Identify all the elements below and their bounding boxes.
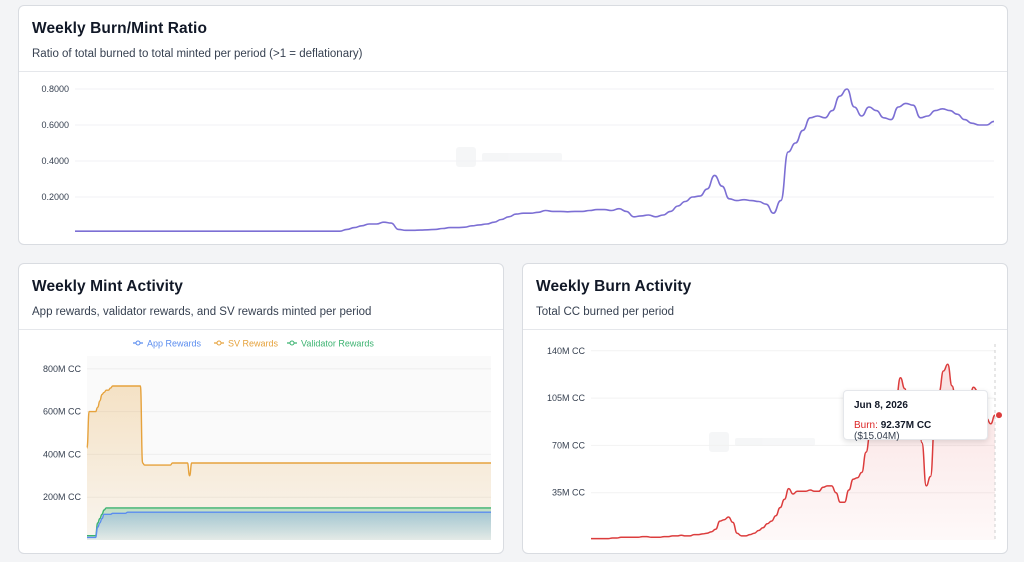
- burn-tooltip: Jun 8, 2026 Burn: 92.37M CC ($15.04M): [843, 390, 988, 442]
- y-tick-label: 0.4000: [41, 156, 69, 166]
- tooltip-label: Burn:: [854, 420, 878, 431]
- y-tick-label: 0.6000: [41, 120, 69, 130]
- burn-chart[interactable]: 35M CC 70M CC 105M CC 140M CC: [523, 330, 1007, 553]
- burn-line: [591, 363, 996, 540]
- burn-card-subtitle: Total CC burned per period: [536, 306, 675, 318]
- burn-card-title: Weekly Burn Activity: [536, 278, 692, 295]
- burn-area: [591, 364, 995, 540]
- y-tick-label: 800M CC: [43, 364, 82, 374]
- y-tick-label: 400M CC: [43, 449, 82, 459]
- tooltip-usd: ($15.04M): [854, 431, 900, 442]
- burn-card: Weekly Burn Activity Total CC burned per…: [522, 263, 1008, 554]
- legend-marker-dot: [135, 340, 141, 346]
- y-tick-label: 200M CC: [43, 492, 82, 502]
- mint-chart[interactable]: 200M CC 400M CC 600M CC 800M CC App Rewards S…: [19, 330, 503, 553]
- mint-line-sv-rewards: [86, 385, 491, 477]
- mint-card-header: Weekly Mint Activity App rewards, valida…: [19, 264, 503, 330]
- ratio-chart[interactable]: 0.2000 0.4000 0.6000 0.8000: [19, 72, 1007, 244]
- y-tick-label: 105M CC: [547, 393, 586, 403]
- legend-label: Validator Rewards: [301, 339, 374, 349]
- y-tick-label: 600M CC: [43, 407, 82, 417]
- y-tick-label: 70M CC: [552, 440, 586, 450]
- legend-label: App Rewards: [147, 339, 202, 349]
- legend-marker-dot: [289, 340, 295, 346]
- tooltip-date: Jun 8, 2026: [854, 400, 908, 411]
- y-tick-label: 0.2000: [41, 192, 69, 202]
- burn-card-header: Weekly Burn Activity Total CC burned per…: [523, 264, 1007, 330]
- watermark-logo: [709, 432, 815, 452]
- ratio-card-subtitle: Ratio of total burned to total minted pe…: [32, 48, 363, 60]
- ratio-card-header: Weekly Burn/Mint Ratio Ratio of total bu…: [19, 6, 1007, 72]
- y-tick-label: 0.8000: [41, 84, 69, 94]
- legend-marker-dot: [216, 340, 222, 346]
- mint-card: Weekly Mint Activity App rewards, valida…: [18, 263, 504, 554]
- mint-line-validator-rewards: [86, 507, 491, 537]
- legend-label: SV Rewards: [228, 339, 279, 349]
- mint-area-app-rewards: [87, 512, 491, 540]
- ratio-line: [75, 88, 995, 232]
- tooltip-row: Burn: 92.37M CC ($15.04M): [854, 420, 977, 442]
- watermark-logo: [456, 147, 562, 167]
- tooltip-value: 92.37M CC: [880, 420, 932, 431]
- mint-card-subtitle: App rewards, validator rewards, and SV r…: [32, 306, 372, 318]
- y-tick-label: 140M CC: [547, 346, 586, 356]
- mint-line-app-rewards: [87, 511, 491, 539]
- hover-point: [996, 412, 1002, 419]
- mint-card-title: Weekly Mint Activity: [32, 278, 184, 295]
- ratio-card-title: Weekly Burn/Mint Ratio: [32, 20, 208, 37]
- y-tick-label: 35M CC: [552, 488, 586, 498]
- ratio-card: Weekly Burn/Mint Ratio Ratio of total bu…: [18, 5, 1008, 245]
